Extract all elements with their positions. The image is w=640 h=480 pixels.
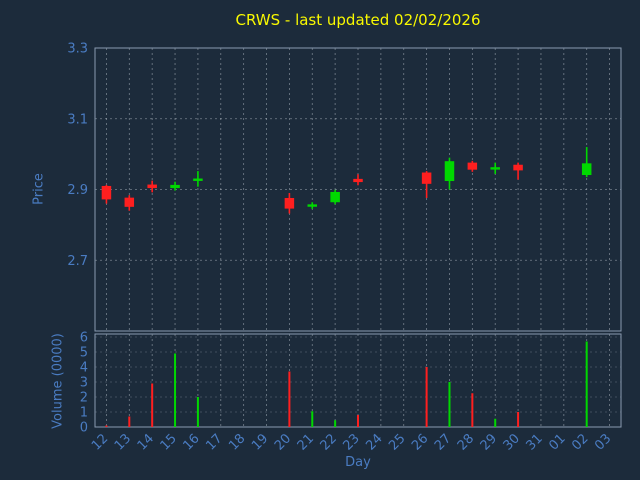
- svg-text:21: 21: [295, 431, 317, 453]
- svg-text:19: 19: [249, 431, 271, 453]
- svg-text:02: 02: [569, 431, 591, 453]
- svg-text:3: 3: [80, 376, 88, 391]
- price-axis-label: Price: [31, 173, 47, 205]
- svg-text:20: 20: [272, 431, 294, 453]
- svg-text:13: 13: [112, 431, 134, 453]
- svg-text:6: 6: [80, 331, 88, 346]
- svg-text:26: 26: [409, 431, 431, 453]
- svg-text:18: 18: [226, 431, 248, 453]
- svg-text:2.9: 2.9: [67, 183, 88, 198]
- svg-text:15: 15: [158, 431, 180, 453]
- svg-text:14: 14: [135, 431, 157, 453]
- svg-text:01: 01: [546, 431, 568, 453]
- svg-text:4: 4: [80, 361, 88, 376]
- svg-text:1: 1: [80, 406, 88, 421]
- volume-axis-label: Volume (0000): [50, 333, 66, 429]
- svg-text:2: 2: [80, 391, 88, 406]
- chart-title: CRWS - last updated 02/02/2026: [235, 11, 481, 29]
- svg-text:0: 0: [80, 421, 88, 436]
- svg-text:3.1: 3.1: [67, 112, 88, 127]
- svg-text:31: 31: [523, 431, 545, 453]
- svg-text:3.3: 3.3: [67, 42, 88, 57]
- svg-text:16: 16: [180, 431, 202, 453]
- svg-text:27: 27: [432, 431, 454, 453]
- svg-text:2.7: 2.7: [67, 254, 88, 269]
- svg-text:28: 28: [455, 431, 477, 453]
- svg-text:23: 23: [341, 431, 363, 453]
- day-axis-label: Day: [345, 455, 371, 470]
- svg-text:17: 17: [203, 431, 225, 453]
- svg-text:24: 24: [363, 431, 385, 453]
- svg-text:25: 25: [386, 431, 408, 453]
- svg-text:03: 03: [592, 431, 614, 453]
- svg-text:30: 30: [501, 431, 523, 453]
- svg-text:5: 5: [80, 346, 88, 361]
- svg-text:12: 12: [89, 431, 111, 453]
- svg-text:22: 22: [318, 431, 340, 453]
- svg-text:29: 29: [478, 431, 500, 453]
